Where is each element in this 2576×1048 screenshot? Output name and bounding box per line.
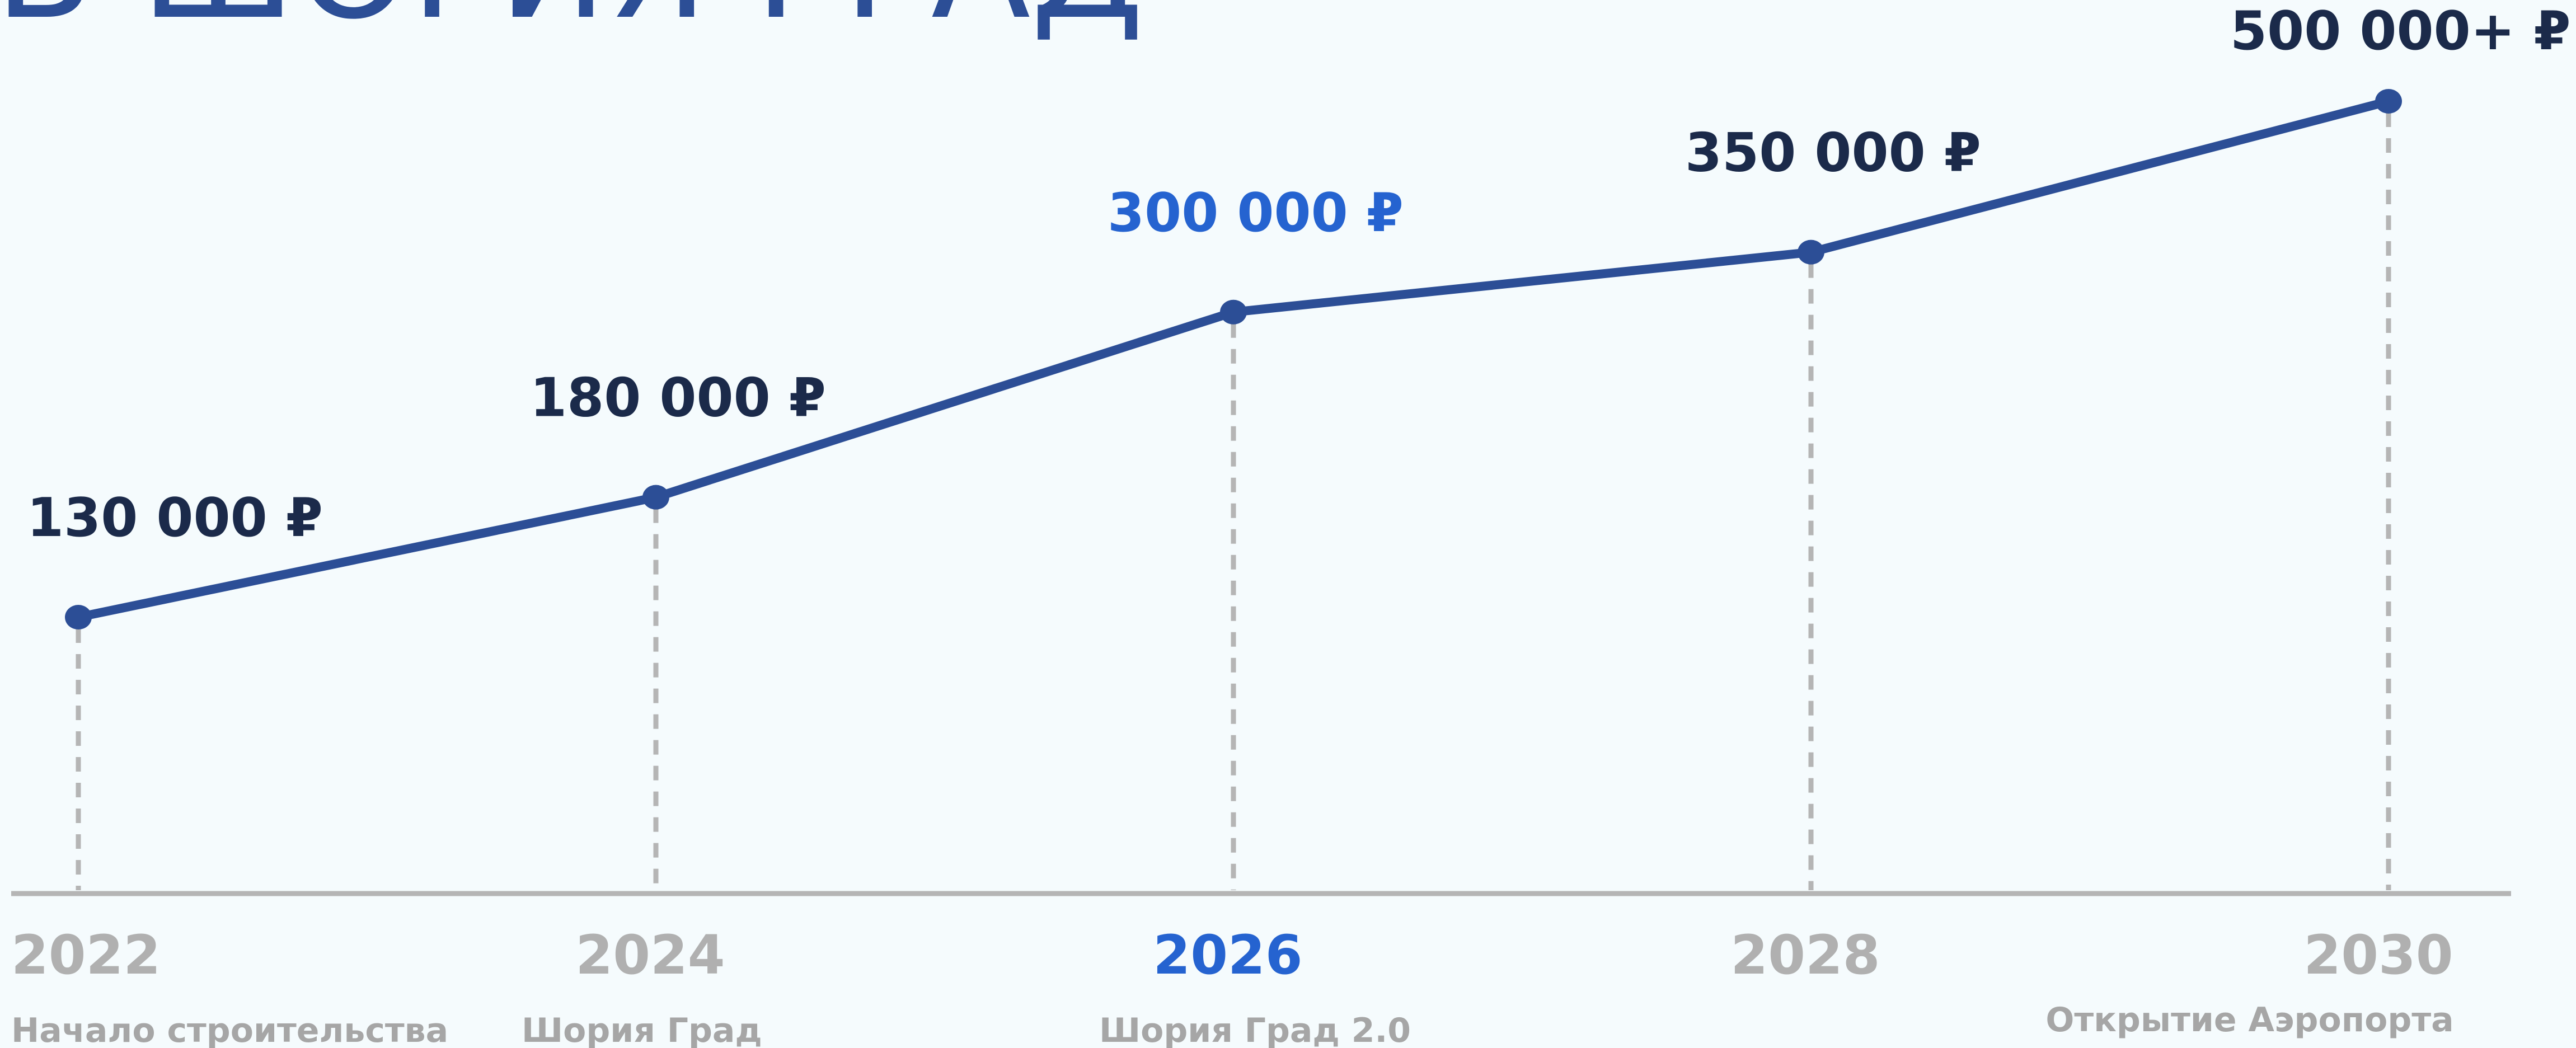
data-point-2028 [1798,239,1824,265]
x-tick-label-2024: 2024 [575,924,725,986]
value-label-2024: 180 000 ₽ [530,368,826,429]
value-label-2026: 300 000 ₽ [1108,182,1404,244]
x-tick-label-2022: 2022 [11,924,161,986]
data-point-2024 [642,485,669,510]
milestone-label-2022: Начало строительства [11,1011,448,1048]
drop-lines [76,112,2391,890]
data-point-2022 [65,605,92,630]
data-point-2030 [2375,88,2402,114]
value-label-2022: 130 000 ₽ [27,487,323,549]
milestone-labels: Начало строительства Шория Град Шория Град… [11,1000,2454,1048]
data-point-2026 [1220,299,1247,325]
x-tick-label-2028: 2028 [1730,924,1880,986]
value-label-2030: 500 000+ ₽ [2230,1,2570,62]
chart-title: В ШОРИЯ ГРАД [0,0,1144,51]
x-tick-label-2026: 2026 [1153,924,1302,986]
value-labels: 130 000 ₽ 180 000 ₽ 300 000 ₽ 350 000 ₽ 500 … [27,1,2570,549]
data-points [65,88,2402,630]
value-label-2028: 350 000 ₽ [1685,123,1981,184]
milestone-label-2030: Открытие Аэропорта [2045,1000,2453,1040]
x-tick-labels: 2022 2024 2026 2028 2030 [11,924,2453,986]
milestone-label-2026: Шория Град 2.0 [1099,1011,1411,1048]
x-tick-label-2030: 2030 [2303,924,2453,986]
milestone-label-2024: Шория Град [522,1011,762,1048]
